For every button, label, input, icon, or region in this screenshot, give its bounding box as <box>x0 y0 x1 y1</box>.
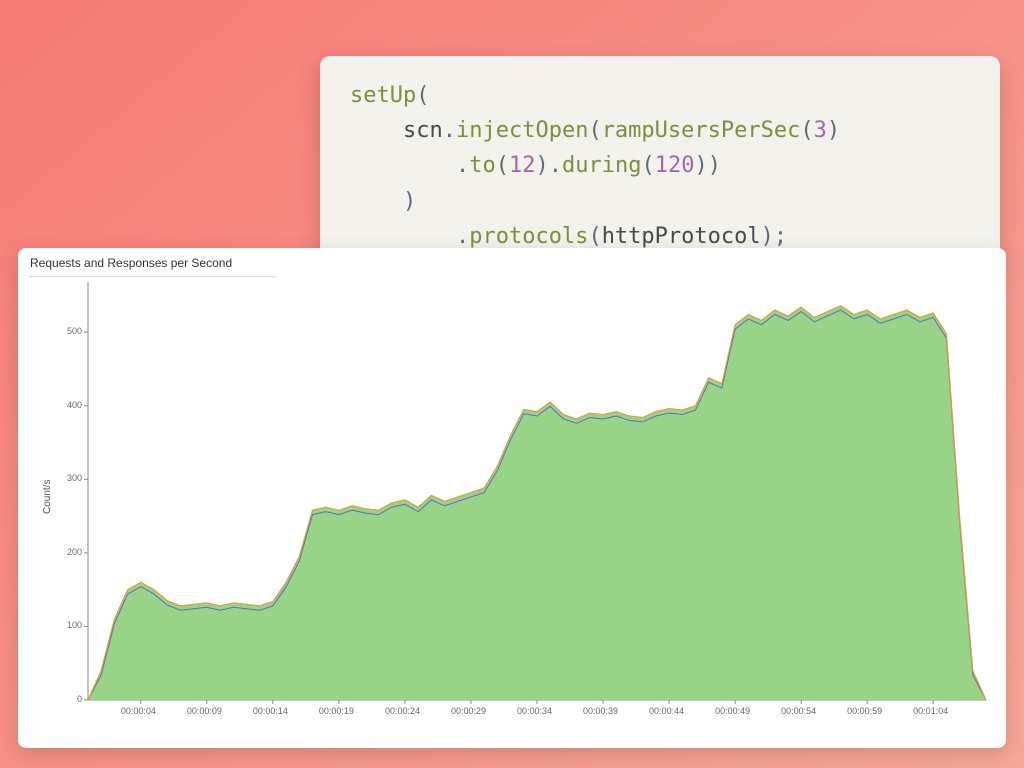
code-token: . <box>350 153 469 178</box>
code-token: . <box>350 224 469 249</box>
y-tick-label: 0 <box>77 694 82 704</box>
code-token: 120 <box>655 153 695 178</box>
code-token: rampUsersPerSec <box>602 118 801 143</box>
x-tick-label: 00:00:04 <box>121 706 156 716</box>
x-tick-label: 00:01:04 <box>913 706 948 716</box>
code-token: injectOpen <box>456 118 588 143</box>
code-token: 12 <box>509 153 536 178</box>
code-token: ( <box>800 118 813 143</box>
code-snippet-card: setUp( scn.injectOpen(rampUsersPerSec(3)… <box>320 56 1000 262</box>
canvas-background: setUp( scn.injectOpen(rampUsersPerSec(3)… <box>0 0 1024 768</box>
y-tick-label: 200 <box>67 547 82 557</box>
code-token: ) <box>761 224 774 249</box>
chart-card: Requests and Responses per Second Count/… <box>18 248 1006 748</box>
code-token: ( <box>588 118 601 143</box>
code-token: ; <box>774 224 787 249</box>
code-token: ) <box>708 153 721 178</box>
y-tick-label: 100 <box>67 620 82 630</box>
y-tick-label: 500 <box>67 326 82 336</box>
x-tick-label: 00:00:49 <box>715 706 750 716</box>
x-tick-label: 00:00:14 <box>253 706 288 716</box>
x-tick-label: 00:00:09 <box>187 706 222 716</box>
code-token: ( <box>496 153 509 178</box>
code-token: httpProtocol <box>602 224 761 249</box>
code-token: ( <box>641 153 654 178</box>
code-token: to <box>469 153 496 178</box>
code-token: ( <box>588 224 601 249</box>
code-token: ) <box>694 153 707 178</box>
area-chart <box>18 248 1006 748</box>
code-token: setUp <box>350 83 416 108</box>
y-axis-label: Count/s <box>42 480 53 514</box>
code-token: 3 <box>814 118 827 143</box>
x-tick-label: 00:00:29 <box>451 706 486 716</box>
x-tick-label: 00:00:54 <box>781 706 816 716</box>
x-tick-label: 00:00:19 <box>319 706 354 716</box>
x-tick-label: 00:00:24 <box>385 706 420 716</box>
code-token: . <box>549 153 562 178</box>
x-tick-label: 00:00:39 <box>583 706 618 716</box>
code-token: ) <box>350 189 416 214</box>
code-block: setUp( scn.injectOpen(rampUsersPerSec(3)… <box>350 78 970 254</box>
x-tick-label: 00:00:59 <box>847 706 882 716</box>
code-token: . <box>443 118 456 143</box>
y-tick-label: 300 <box>67 473 82 483</box>
code-token: ) <box>535 153 548 178</box>
code-token: ) <box>827 118 840 143</box>
x-tick-label: 00:00:34 <box>517 706 552 716</box>
code-token: scn <box>403 118 443 143</box>
code-token: during <box>562 153 641 178</box>
code-token: protocols <box>469 224 588 249</box>
area-fill <box>88 306 986 700</box>
y-tick-label: 400 <box>67 400 82 410</box>
code-token: ( <box>416 83 429 108</box>
x-tick-label: 00:00:44 <box>649 706 684 716</box>
code-token <box>350 118 403 143</box>
